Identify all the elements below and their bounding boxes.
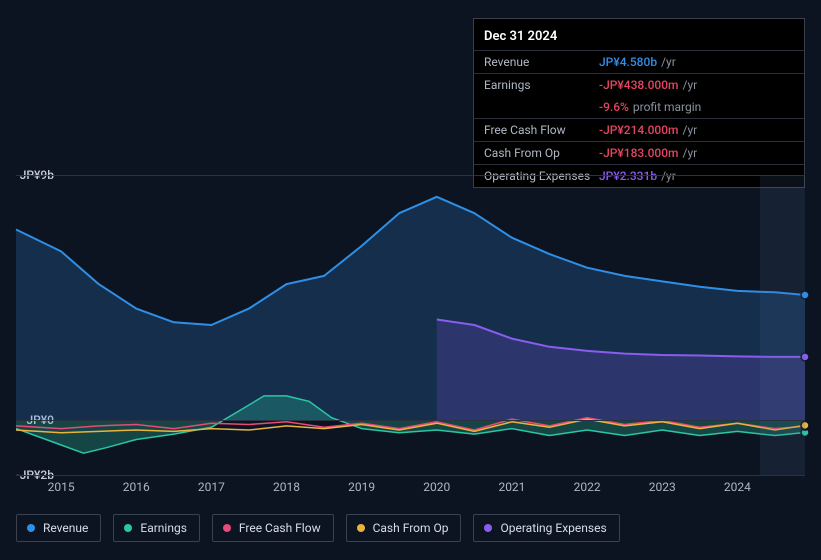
tooltip-date: Dec 31 2024	[474, 25, 804, 50]
x-tick-label: 2021	[498, 480, 525, 494]
legend-dot-icon	[357, 524, 365, 532]
x-tick-label: 2024	[724, 480, 751, 494]
x-tick-label: 2019	[348, 480, 375, 494]
tooltip-value: -9.6%	[599, 100, 629, 114]
tooltip-suffix: /yr	[661, 55, 676, 69]
x-tick-label: 2015	[48, 480, 75, 494]
tooltip-value: -JP¥214.000m	[599, 123, 679, 137]
tooltip-value: -JP¥438.000m	[599, 78, 679, 92]
tooltip-label: Earnings	[484, 78, 599, 92]
highlight-band	[760, 175, 805, 475]
legend-label: Free Cash Flow	[239, 521, 321, 535]
legend: Revenue Earnings Free Cash Flow Cash From O…	[16, 514, 620, 542]
tooltip-label: Revenue	[484, 55, 599, 69]
legend-item[interactable]: Operating Expenses	[473, 514, 619, 542]
grid-line	[16, 475, 805, 476]
legend-dot-icon	[484, 524, 492, 532]
tooltip-suffix: /yr	[683, 78, 698, 92]
legend-dot-icon	[223, 524, 231, 532]
tooltip-suffix: profit margin	[633, 100, 701, 114]
legend-label: Cash From Op	[373, 521, 449, 535]
x-tick-label: 2016	[123, 480, 150, 494]
plot-area[interactable]	[16, 175, 805, 475]
chart-svg	[16, 175, 805, 475]
tooltip-suffix: /yr	[683, 123, 698, 137]
tooltip-row: Free Cash Flow-JP¥214.000m/yr	[474, 118, 804, 141]
legend-dot-icon	[27, 524, 35, 532]
tooltip-row: RevenueJP¥4.580b/yr	[474, 50, 804, 73]
x-axis-labels: 2015 2016 2017 2018 2019 2020 2021 2022 2023 2024	[16, 480, 805, 500]
chart: JP¥9bJP¥0-JP¥2b 201520162017201820192020…	[0, 155, 821, 505]
legend-dot-icon	[124, 524, 132, 532]
tooltip-row: Earnings-JP¥438.000m/yr	[474, 73, 804, 96]
legend-item[interactable]: Revenue	[16, 514, 101, 542]
x-tick-label: 2022	[574, 480, 601, 494]
legend-label: Operating Expenses	[500, 521, 606, 535]
tooltip-label: Free Cash Flow	[484, 123, 599, 137]
grid-line	[16, 420, 805, 421]
tooltip-value: JP¥4.580b	[599, 55, 657, 69]
x-tick-label: 2020	[423, 480, 450, 494]
grid-line	[16, 175, 805, 176]
legend-label: Earnings	[140, 521, 187, 535]
legend-item[interactable]: Cash From Op	[346, 514, 462, 542]
tooltip-row: -9.6% profit margin	[474, 96, 804, 118]
legend-item[interactable]: Earnings	[113, 514, 200, 542]
legend-item[interactable]: Free Cash Flow	[212, 514, 334, 542]
legend-label: Revenue	[43, 521, 88, 535]
x-tick-label: 2023	[649, 480, 676, 494]
x-tick-label: 2018	[273, 480, 300, 494]
x-tick-label: 2017	[198, 480, 225, 494]
